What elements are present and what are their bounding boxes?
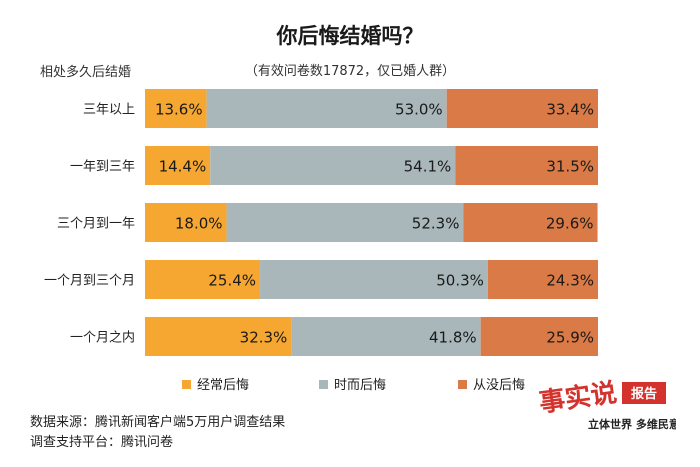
chart-subtitle: （有效问卷数17872，仅已婚人群）	[244, 64, 456, 79]
data-label: 25.9%	[546, 329, 594, 347]
data-source-note: 数据来源：腾讯新闻客户端5万用户调查结果	[30, 415, 286, 430]
data-label: 41.8%	[429, 329, 477, 347]
data-label: 29.6%	[546, 215, 594, 233]
legend-swatch	[458, 380, 467, 389]
category-label: 一个月之内	[70, 330, 135, 346]
bar-segment	[210, 146, 456, 185]
shishishuo-logo: 事实说 报告 立体世界 多维民意	[537, 377, 676, 431]
data-label: 50.3%	[436, 272, 484, 290]
bar-segment	[455, 146, 598, 185]
category-axis-title: 相处多久后结婚	[40, 65, 132, 80]
data-label: 52.3%	[412, 215, 460, 233]
logo-brand-text: 事实说	[537, 377, 619, 419]
logo-slogan: 立体世界 多维民意	[588, 417, 676, 431]
bar-segment	[463, 203, 598, 242]
logo-badge-text: 报告	[631, 386, 657, 402]
data-label: 31.5%	[546, 158, 594, 176]
chart-title: 你后悔结婚吗？	[276, 24, 424, 48]
data-label: 25.4%	[208, 272, 256, 290]
category-label: 三个月到一年	[57, 217, 135, 232]
data-label: 13.6%	[155, 101, 203, 119]
category-label: 一个月到三个月	[44, 274, 135, 289]
category-label: 三年以上	[83, 103, 135, 118]
legend-label: 经常后悔	[197, 378, 249, 393]
legend-swatch	[319, 380, 328, 389]
logo-badge-box	[622, 382, 666, 404]
legend-label: 时而后悔	[334, 378, 386, 393]
bar-segment	[487, 260, 598, 299]
data-label: 32.3%	[240, 329, 288, 347]
legend-swatch	[182, 380, 191, 389]
data-label: 33.4%	[546, 101, 594, 119]
bar-segment	[260, 260, 488, 299]
bar-segment	[226, 203, 464, 242]
data-label: 14.4%	[159, 158, 207, 176]
legend-label: 从没后悔	[473, 378, 525, 393]
bar-segment	[145, 203, 227, 242]
data-label: 53.0%	[395, 101, 443, 119]
data-label: 18.0%	[175, 215, 223, 233]
survey-platform-note: 调查支持平台：腾讯问卷	[30, 435, 174, 450]
bar-segment	[145, 260, 261, 299]
data-label: 24.3%	[546, 272, 594, 290]
bar-segment	[145, 89, 207, 128]
bar-segment	[291, 317, 481, 356]
bar-segment	[480, 317, 598, 356]
bar-segment	[206, 89, 447, 128]
data-label: 54.1%	[404, 158, 452, 176]
bar-segment	[145, 146, 211, 185]
category-label: 一年到三年	[70, 160, 135, 175]
bar-segment	[446, 89, 598, 128]
bar-segment	[145, 317, 292, 356]
